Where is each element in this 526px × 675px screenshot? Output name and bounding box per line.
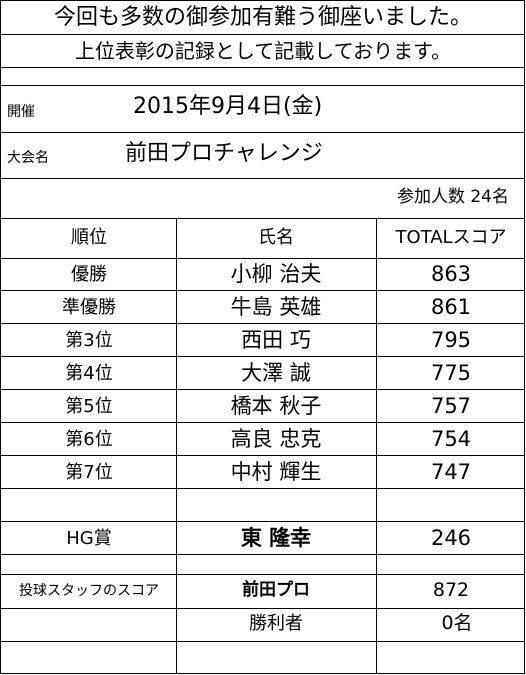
grid-line	[1, 455, 525, 456]
score-cell: 775	[430, 361, 472, 385]
winners-count: 0名	[441, 612, 473, 634]
column-header-name: 氏名	[258, 227, 294, 248]
event-name: 前田プロチャレンジ	[125, 141, 323, 166]
score-cell: 861	[430, 295, 472, 319]
grid-line	[376, 218, 377, 674]
grid-line	[1, 641, 525, 642]
score-cell: 863	[430, 262, 472, 286]
grid-line	[1, 132, 525, 133]
hg-award-name: 東 隆幸	[240, 526, 312, 550]
grid-line	[1, 422, 525, 423]
grid-line	[1, 574, 525, 575]
score-cell: 795	[430, 328, 472, 352]
staff-score: 872	[432, 579, 470, 601]
grid-line	[524, 1, 525, 674]
header-line-1: 今回も多数の御参加有難う御座いました。	[53, 5, 473, 30]
rank-cell: 第7位	[65, 462, 113, 483]
rank-cell: 第6位	[65, 429, 113, 450]
rank-cell: 第5位	[65, 396, 113, 417]
participant-count: 参加人数 24名	[396, 187, 509, 207]
date-label: 開催	[7, 104, 35, 120]
hg-award-score: 246	[430, 526, 472, 550]
staff-score-label: 投球スタッフのスコア	[19, 583, 159, 599]
grid-line	[1, 356, 525, 357]
score-cell: 747	[430, 460, 472, 484]
player-name-cell: 小柳 治夫	[230, 262, 322, 286]
score-cell: 757	[430, 394, 472, 418]
rank-cell: 準優勝	[62, 297, 116, 318]
rank-cell: 第4位	[65, 363, 113, 384]
grid-line	[1, 178, 525, 179]
staff-name: 前田プロ	[242, 580, 310, 600]
grid-line	[1, 488, 525, 489]
grid-line	[1, 290, 525, 291]
header-line-2: 上位表彰の記録として記載しております。	[74, 39, 452, 63]
player-name-cell: 高良 忠克	[230, 427, 322, 451]
column-header-rank: 順位	[71, 227, 107, 248]
grid-line	[1, 67, 525, 68]
grid-line	[1, 673, 525, 674]
grid-line	[176, 218, 177, 674]
score-cell: 754	[430, 427, 472, 451]
grid-line	[1, 521, 525, 522]
player-name-cell: 橋本 秋子	[230, 394, 322, 418]
rank-cell: 第3位	[65, 330, 113, 351]
player-name-cell: 中村 輝生	[230, 460, 322, 484]
grid-line	[1, 608, 525, 609]
rank-cell: 優勝	[71, 264, 107, 285]
column-header-score: TOTALスコア	[395, 227, 507, 248]
winners-label: 勝利者	[249, 613, 303, 634]
grid-line	[1, 389, 525, 390]
grid-line	[1, 258, 525, 259]
event-name-label: 大会名	[7, 150, 49, 166]
player-name-cell: 大澤 誠	[241, 361, 311, 385]
grid-line	[1, 34, 525, 35]
grid-line	[1, 323, 525, 324]
grid-line	[1, 85, 525, 86]
event-date: 2015年9月4日(金)	[133, 94, 323, 119]
hg-award-label: HG賞	[66, 528, 112, 549]
grid-line	[1, 218, 525, 219]
grid-line	[1, 554, 525, 555]
player-name-cell: 牛島 英雄	[230, 295, 322, 319]
player-name-cell: 西田 巧	[241, 328, 311, 352]
